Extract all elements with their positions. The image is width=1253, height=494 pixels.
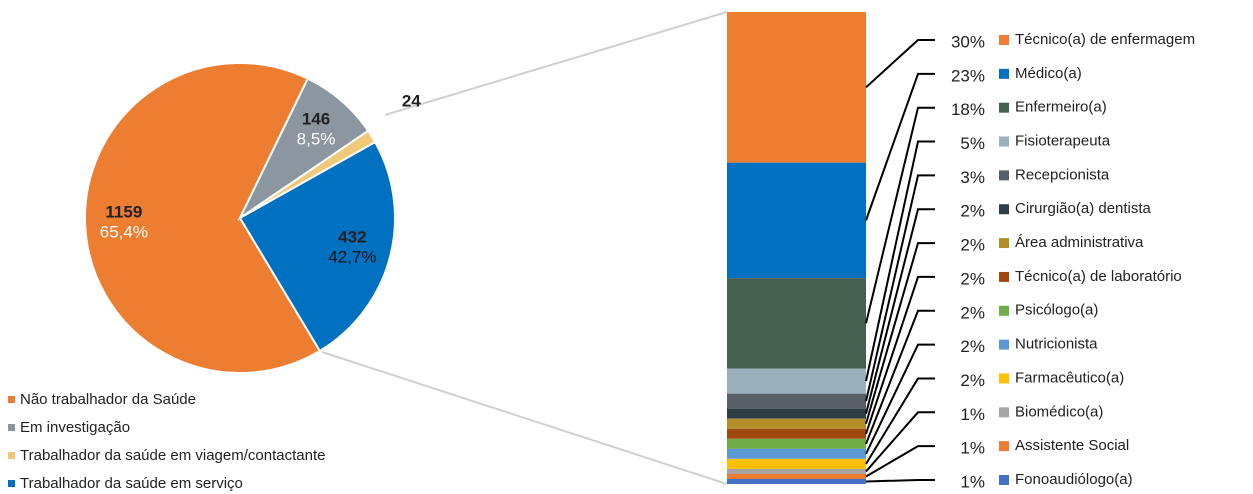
value-label: 1%: [960, 439, 985, 458]
category-label: Cirurgião(a) dentista: [1015, 200, 1152, 217]
bar-segment: [727, 368, 866, 394]
legend-label: Não trabalhador da Saúde: [20, 391, 196, 408]
legend-swatch: [999, 305, 1009, 316]
bar-segment: [727, 428, 866, 439]
legend-swatch: [999, 102, 1009, 113]
category-label: Fisioterapeuta: [1015, 133, 1111, 150]
value-label: 30%: [951, 32, 985, 51]
legend-swatch: [999, 238, 1009, 249]
category-label: Nutricionista: [1015, 336, 1098, 353]
value-label: 23%: [951, 66, 985, 85]
bar-segment: [727, 478, 866, 484]
leader-line: [865, 242, 935, 425]
legend-swatch: [999, 339, 1009, 350]
leader-line: [865, 174, 935, 402]
slice-count: 24: [402, 91, 421, 110]
legend-swatch: [999, 475, 1009, 485]
legend-swatch: [8, 452, 15, 459]
pie-slice: [238, 140, 396, 353]
slice-count: 432: [338, 227, 366, 246]
bar-segment: [727, 12, 866, 163]
leader-line: [865, 140, 935, 382]
value-label: 2%: [960, 236, 985, 255]
value-label: 2%: [960, 337, 985, 356]
legend-swatch: [999, 407, 1009, 418]
legend-swatch: [999, 271, 1009, 282]
category-label: Fonoaudiólogo(a): [1015, 471, 1133, 488]
leader-line: [865, 39, 935, 89]
legend-swatch: [8, 424, 15, 431]
category-label: Farmacêutico(a): [1015, 369, 1124, 386]
legend-swatch: [999, 136, 1009, 147]
bar-segment: [727, 393, 866, 409]
value-label: 1%: [960, 405, 985, 424]
category-label: Técnico(a) de enfermagem: [1015, 31, 1195, 48]
leader-line: [865, 411, 935, 473]
slice-percentage: 1,4%: [392, 111, 431, 130]
pie-slice: [84, 62, 322, 374]
category-label: Assistente Social: [1015, 437, 1129, 454]
legend-swatch: [999, 35, 1009, 45]
bar-segment: [727, 418, 866, 429]
connector: [321, 351, 728, 485]
leader-line: [865, 343, 935, 455]
leader-line: [865, 377, 935, 465]
slice-percentage: 8,5%: [297, 130, 336, 149]
value-label: 18%: [951, 100, 985, 119]
category-label: Área administrativa: [1015, 234, 1144, 251]
connector: [384, 11, 728, 116]
leader-line: [865, 72, 935, 221]
legend-swatch: [8, 396, 15, 403]
slice-count: 146: [302, 110, 330, 129]
slice-percentage: 42,7%: [328, 247, 376, 266]
bar-segment: [727, 278, 866, 369]
category-label: Psicólogo(a): [1015, 302, 1098, 319]
category-label: Enfermeiro(a): [1015, 99, 1107, 116]
legend-swatch: [8, 480, 15, 487]
legend-swatch: [999, 373, 1009, 384]
legend-swatch: [999, 441, 1009, 452]
bar-segment: [727, 408, 866, 419]
leader-line: [865, 479, 935, 483]
value-label: 2%: [960, 202, 985, 221]
legend-label: Em investigação: [20, 419, 130, 436]
leader-line: [865, 106, 935, 324]
bar-segment: [727, 468, 866, 474]
category-label: Recepcionista: [1015, 166, 1110, 183]
category-label: Técnico(a) de laboratório: [1015, 268, 1182, 285]
leader-line: [865, 445, 935, 478]
slice-percentage: 65,4%: [100, 223, 148, 242]
value-label: 2%: [960, 269, 985, 288]
value-label: 2%: [960, 303, 985, 322]
legend-swatch: [999, 170, 1009, 181]
category-label: Médico(a): [1015, 65, 1082, 82]
bar-segment: [727, 448, 866, 459]
value-label: 1%: [960, 472, 985, 491]
value-label: 5%: [960, 134, 985, 153]
legend-swatch: [999, 68, 1009, 79]
leader-line: [865, 309, 935, 445]
legend-label: Trabalhador da saúde em serviço: [20, 475, 243, 492]
bar-segment: [727, 162, 866, 279]
legend-swatch: [999, 204, 1009, 215]
category-label: Biomédico(a): [1015, 403, 1103, 420]
bar-segment: [727, 458, 866, 469]
bar-segment: [727, 473, 866, 479]
value-label: 2%: [960, 371, 985, 390]
leader-line: [865, 275, 935, 435]
legend-label: Trabalhador da saúde em viagem/contactan…: [20, 447, 325, 464]
leader-line: [865, 208, 935, 414]
slice-count: 1159: [105, 203, 142, 222]
value-label: 3%: [960, 168, 985, 187]
bar-segment: [727, 438, 866, 449]
